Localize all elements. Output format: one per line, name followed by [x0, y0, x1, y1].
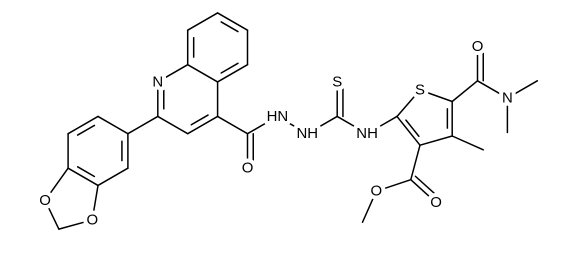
bond: [336, 115, 368, 135]
bond: [58, 219, 93, 230]
bond: [216, 63, 249, 83]
bond: [97, 167, 129, 187]
bond: [396, 89, 421, 118]
bond: [186, 115, 219, 135]
atom-label: O: [86, 211, 98, 228]
bond: [216, 115, 249, 135]
bond: [375, 178, 412, 192]
structure: N O HN NH S NH S O N O O O O: [35, 12, 539, 233]
bond: [414, 175, 441, 199]
bond: [76, 124, 96, 136]
atom-label: O: [242, 160, 254, 177]
bond: [306, 115, 338, 135]
bond: [44, 167, 69, 202]
bond: [220, 21, 239, 33]
atom-label: O: [39, 192, 51, 209]
atom-label: S: [332, 73, 342, 90]
bond: [396, 115, 421, 146]
bond: [220, 62, 239, 74]
bond: [76, 166, 96, 178]
atom-label: NH: [356, 125, 378, 142]
bond: [67, 167, 99, 187]
bond: [361, 190, 378, 223]
bond: [451, 80, 479, 103]
atom-label: O: [430, 194, 442, 211]
bond: [127, 115, 159, 135]
bond: [91, 184, 99, 221]
atom-labels: N O HN NH S NH S O N O O O O: [35, 34, 517, 233]
bond: [67, 115, 99, 135]
bond: [157, 63, 189, 83]
bond: [451, 135, 484, 151]
atom-label: NH: [297, 125, 319, 142]
bond: [276, 115, 309, 135]
atom-label: N: [502, 90, 513, 107]
bond: [246, 115, 279, 135]
bond: [97, 115, 129, 135]
bond: [157, 115, 189, 135]
bond: [410, 178, 437, 204]
bond: [419, 135, 453, 146]
bond: [410, 144, 421, 181]
atom-label: O: [472, 38, 484, 55]
bond: [419, 89, 453, 103]
atom-label: HN: [267, 108, 289, 125]
atom-label: O: [370, 183, 382, 200]
bond: [506, 80, 539, 99]
bond: [186, 63, 219, 83]
bond: [216, 12, 249, 31]
atom-label: N: [152, 73, 163, 90]
bond: [190, 114, 209, 126]
bond: [186, 12, 219, 31]
bonds: [44, 12, 539, 230]
bond: [405, 119, 420, 137]
bond: [44, 199, 60, 230]
atom-label: S: [415, 82, 425, 99]
bond: [366, 115, 398, 135]
bond: [476, 80, 509, 99]
